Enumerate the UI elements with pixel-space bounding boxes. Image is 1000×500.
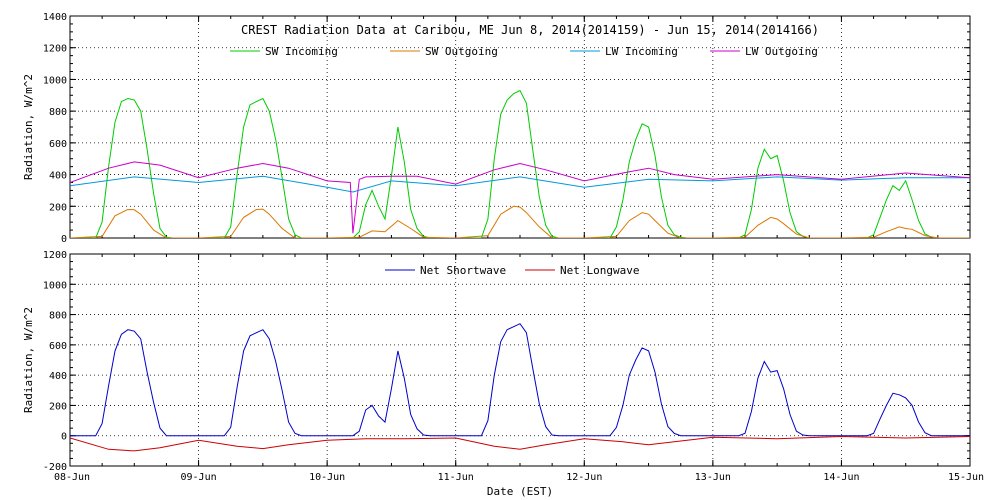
- x-tick-label: 10-Jun: [309, 472, 345, 483]
- y-tick-label: 400: [49, 371, 67, 382]
- y-tick-label: 1400: [43, 12, 67, 23]
- y-tick-label: 600: [49, 139, 67, 150]
- y-axis-label: Radiation, W/m^2: [22, 307, 35, 413]
- series-line-sw-incoming: [70, 89, 970, 238]
- legend-label: LW Outgoing: [745, 45, 818, 58]
- y-tick-label: 200: [49, 401, 67, 412]
- legend-label: SW Incoming: [265, 45, 338, 58]
- y-tick-label: 1000: [43, 280, 67, 291]
- y-tick-label: 0: [61, 432, 67, 443]
- y-tick-label: 600: [49, 341, 67, 352]
- y-tick-label: 1000: [43, 75, 67, 86]
- series-line-lw-incoming: [70, 175, 970, 193]
- y-tick-label: 800: [49, 311, 67, 322]
- y-tick-label: 400: [49, 171, 67, 182]
- plot-frame: [69, 15, 971, 239]
- legend-label: LW Incoming: [605, 45, 678, 58]
- legend-label: Net Shortwave: [420, 264, 506, 277]
- legend-label: Net Longwave: [560, 264, 639, 277]
- chart-title: CREST Radiation Data at Caribou, ME Jun …: [241, 23, 819, 37]
- series-line-lw-outgoing: [70, 161, 970, 234]
- series-line-net-shortwave: [70, 323, 970, 437]
- plot-frame: [69, 253, 971, 467]
- x-tick-label: 13-Jun: [695, 472, 731, 483]
- y-tick-label: 1200: [43, 250, 67, 261]
- bottom-panel: -200 0 200 400 600 800 1000 1200 08-Jun 09-Jun 10-…: [22, 250, 984, 483]
- y-tick-label: 200: [49, 202, 67, 213]
- series-line-sw-outgoing: [70, 205, 970, 238]
- y-tick-label: -200: [43, 462, 67, 473]
- series-line-net-longwave: [70, 435, 970, 452]
- x-tick-label: 08-Jun: [54, 472, 90, 483]
- y-tick-label: 1200: [43, 44, 67, 55]
- legend-label: SW Outgoing: [425, 45, 498, 58]
- y-tick-label: 0: [61, 234, 67, 245]
- y-axis-label: Radiation, W/m^2: [22, 74, 35, 180]
- y-tick-label: 800: [49, 107, 67, 118]
- x-tick-label: 12-Jun: [566, 472, 602, 483]
- x-tick-label: 15-Jun: [948, 472, 984, 483]
- x-tick-label: 11-Jun: [438, 472, 474, 483]
- x-axis-label: Date (EST): [487, 485, 553, 498]
- x-tick-label: 09-Jun: [181, 472, 217, 483]
- x-tick-label: 14-Jun: [823, 472, 859, 483]
- top-panel: 0 200 400 600 800 1000 1200 1400 Radiation, W/m^…: [22, 12, 971, 245]
